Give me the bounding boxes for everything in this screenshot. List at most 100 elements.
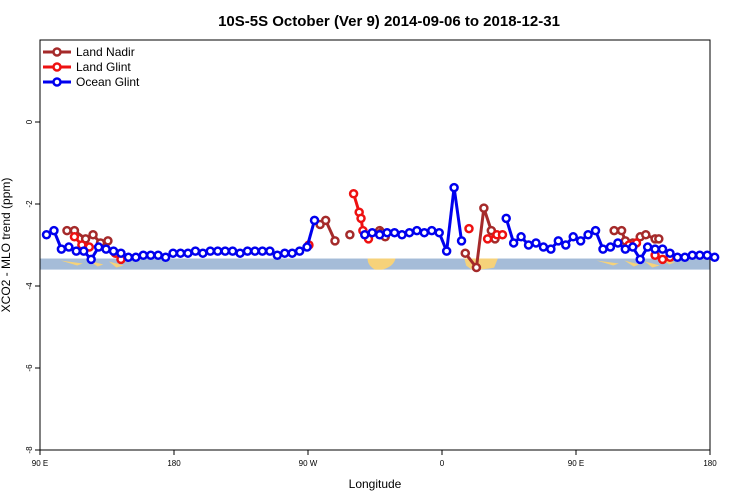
- y-tick-label: -4: [25, 282, 34, 290]
- data-point: [460, 248, 471, 258]
- data-point: [116, 248, 126, 258]
- data-point: [78, 246, 89, 256]
- data-point: [330, 236, 340, 246]
- data-point: [583, 230, 593, 240]
- data-point: [616, 225, 627, 236]
- data-point: [657, 244, 668, 254]
- data-point: [220, 246, 230, 256]
- legend-marker: [52, 62, 62, 72]
- data-point: [568, 232, 578, 242]
- data-point: [272, 250, 283, 260]
- data-point: [449, 182, 459, 193]
- data-point: [168, 248, 178, 258]
- series-line-segment: [474, 207, 486, 268]
- data-point: [302, 242, 312, 252]
- data-point: [131, 252, 141, 263]
- data-point: [138, 250, 149, 260]
- data-point: [605, 242, 616, 252]
- y-tick-label: -6: [25, 364, 34, 372]
- data-point: [279, 248, 290, 258]
- data-point: [501, 213, 511, 224]
- data-point: [257, 246, 268, 256]
- data-point: [69, 232, 80, 242]
- data-point: [345, 230, 355, 240]
- data-point: [265, 246, 275, 256]
- data-point: [389, 227, 400, 238]
- data-point: [86, 254, 96, 265]
- y-tick-label: -2: [25, 200, 34, 208]
- plot-frame: [39, 39, 711, 451]
- data-point: [108, 246, 119, 256]
- data-point: [464, 223, 474, 234]
- data-point: [628, 242, 638, 252]
- land-shape-0: [367, 258, 396, 270]
- data-point: [123, 252, 134, 263]
- data-point: [382, 227, 392, 238]
- data-point: [320, 215, 331, 226]
- data-point: [687, 250, 698, 260]
- data-point: [590, 225, 601, 236]
- data-point: [49, 225, 59, 236]
- data-point: [709, 252, 720, 263]
- data-point: [153, 250, 163, 260]
- data-point: [620, 244, 631, 254]
- series-line-segment: [445, 187, 456, 252]
- data-point: [641, 230, 651, 240]
- data-point: [702, 250, 712, 260]
- data-point: [672, 252, 683, 263]
- data-point: [235, 248, 245, 258]
- data-point: [397, 230, 407, 240]
- data-point: [657, 254, 668, 265]
- data-point: [71, 246, 82, 256]
- data-point: [175, 248, 186, 258]
- data-point: [287, 248, 297, 258]
- data-point: [404, 227, 415, 238]
- data-point: [93, 242, 104, 252]
- series-ocean-glint: [41, 182, 720, 265]
- data-point: [654, 234, 664, 244]
- data-point: [212, 246, 223, 256]
- legend-marker: [52, 47, 62, 57]
- data-point: [553, 236, 564, 246]
- data-point: [680, 252, 690, 263]
- data-point: [103, 236, 113, 246]
- data-point: [561, 240, 571, 250]
- data-point: [482, 234, 493, 244]
- data-point: [635, 254, 645, 265]
- data-point: [471, 262, 482, 273]
- data-point: [205, 246, 216, 256]
- data-point: [64, 242, 74, 252]
- data-point: [546, 244, 556, 254]
- data-point: [609, 225, 619, 236]
- land-shape-2: [60, 260, 83, 266]
- series-line-segment: [452, 187, 464, 242]
- data-point: [227, 246, 238, 256]
- x-tick-label: 90 E: [32, 459, 48, 468]
- data-point: [41, 230, 52, 240]
- land-shape-4: [108, 261, 124, 268]
- legend-label: Land Glint: [76, 60, 131, 74]
- data-point: [613, 238, 623, 248]
- data-point: [360, 230, 370, 240]
- data-point: [434, 227, 444, 238]
- x-tick-label: 90 W: [299, 459, 318, 468]
- data-point: [531, 238, 541, 248]
- data-point: [183, 248, 193, 258]
- data-point: [419, 227, 430, 238]
- data-point: [456, 236, 467, 246]
- data-point: [665, 248, 675, 258]
- x-tick-label: 180: [703, 459, 717, 468]
- data-point: [523, 240, 534, 250]
- x-tick-label: 0: [440, 459, 445, 468]
- map-band: [40, 258, 710, 270]
- data-point: [479, 203, 489, 213]
- data-point: [250, 246, 260, 256]
- data-point: [508, 238, 519, 248]
- data-point: [374, 230, 385, 240]
- y-tick-label: 0: [25, 119, 34, 124]
- data-point: [598, 244, 608, 254]
- y-axis-label: XCO2 - MLO trend (ppm): [0, 178, 13, 313]
- data-point: [516, 232, 526, 242]
